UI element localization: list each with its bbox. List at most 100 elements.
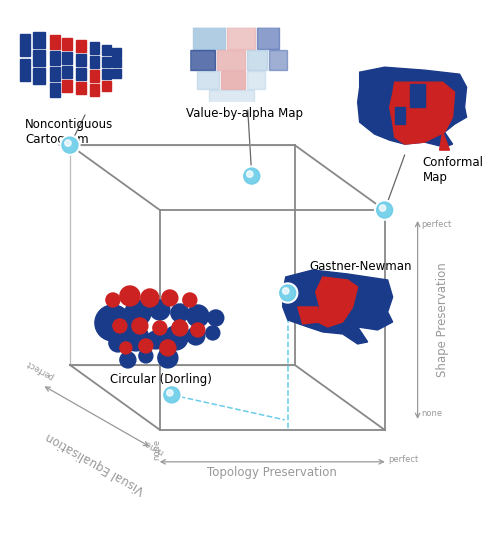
Text: Gastner-Newman: Gastner-Newman [310,260,412,273]
Polygon shape [410,84,424,107]
Bar [76,54,86,66]
Circle shape [160,340,176,356]
Bar [33,50,45,66]
Text: perfect: perfect [388,455,419,464]
Circle shape [172,320,188,336]
Bar [102,45,112,55]
Circle shape [123,325,149,351]
Circle shape [376,202,392,218]
Circle shape [183,293,197,307]
Bar [209,90,254,102]
Circle shape [120,352,136,368]
Circle shape [166,390,173,396]
Bar [102,57,112,67]
Circle shape [64,140,71,146]
Bar [257,27,278,49]
Circle shape [62,137,78,153]
Bar [90,70,100,82]
Circle shape [162,290,178,306]
Circle shape [106,293,120,307]
Bar [62,80,72,92]
Bar [50,67,60,81]
Circle shape [158,348,178,368]
Bar [217,50,245,70]
Circle shape [171,304,189,322]
Bar [247,50,267,70]
Circle shape [208,310,224,326]
Text: none: none [152,438,162,460]
Polygon shape [282,270,393,344]
Circle shape [374,200,394,220]
Circle shape [147,331,165,349]
Circle shape [150,300,170,320]
Bar [112,69,122,78]
Circle shape [153,321,167,335]
Bar [102,81,112,91]
Bar [221,71,245,89]
Text: Value-by-alpha Map: Value-by-alpha Map [186,107,304,120]
Circle shape [132,318,148,334]
Circle shape [120,286,140,306]
Circle shape [164,326,188,350]
Bar [62,52,72,64]
Text: Conformal
Map: Conformal Map [422,156,484,184]
Circle shape [278,283,297,303]
Circle shape [141,289,159,307]
Bar [269,50,286,70]
Bar [190,50,215,70]
Circle shape [139,339,153,353]
Text: none: none [422,409,442,418]
Bar [102,69,112,79]
Circle shape [280,285,295,301]
Circle shape [125,300,151,326]
Bar [76,82,86,94]
Circle shape [187,327,205,345]
Bar [247,71,265,89]
Bar [90,42,100,54]
Circle shape [60,135,80,155]
Polygon shape [394,107,404,124]
Polygon shape [390,82,454,144]
Text: none: none [142,437,166,456]
Bar [76,68,86,80]
Bar [20,34,30,56]
Bar [193,27,225,49]
Bar [90,56,100,68]
Text: perfect: perfect [24,358,56,381]
Bar [20,59,30,81]
Circle shape [191,323,205,337]
Polygon shape [440,132,450,150]
Bar [112,48,122,57]
Circle shape [95,305,131,341]
Polygon shape [316,277,358,327]
Bar [62,66,72,78]
Circle shape [164,387,180,403]
Bar [76,40,86,52]
Circle shape [246,171,253,177]
Text: Noncontiguous
Cartogram: Noncontiguous Cartogram [25,118,113,146]
Polygon shape [298,307,320,324]
Text: Shape Preservation: Shape Preservation [436,262,448,377]
Bar [50,35,60,49]
Bar [50,51,60,65]
Circle shape [109,334,127,352]
Circle shape [380,205,386,211]
Text: Visual Equalisation: Visual Equalisation [44,429,146,496]
Circle shape [282,288,289,294]
Text: Topology Preservation: Topology Preservation [208,466,337,479]
Circle shape [120,342,132,354]
Circle shape [139,349,153,363]
Bar [50,83,60,97]
Bar [90,84,100,96]
Text: perfect: perfect [422,220,452,229]
Bar [112,58,122,66]
Circle shape [206,326,220,340]
Text: Circular (Dorling): Circular (Dorling) [110,373,212,386]
Bar [62,38,72,50]
Circle shape [113,319,127,333]
Circle shape [187,305,209,327]
Bar [33,32,45,48]
Bar [33,68,45,84]
Circle shape [242,166,262,186]
Bar [197,71,219,89]
